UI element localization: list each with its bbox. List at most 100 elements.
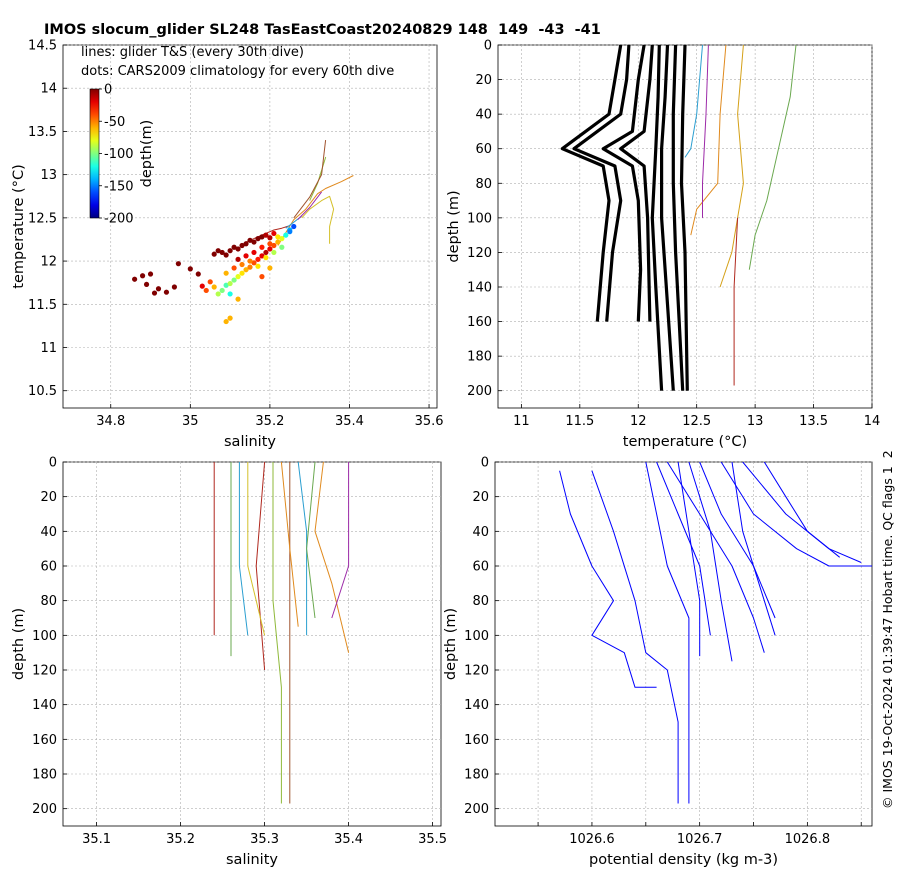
climatology-point <box>263 249 269 256</box>
climatology-point <box>255 236 261 242</box>
plot-area <box>213 462 350 804</box>
glider-trace <box>684 45 703 158</box>
y-tick-label: 12.5 <box>28 211 57 226</box>
y-tick-label: 100 <box>467 211 492 226</box>
y-tick-label: 0 <box>49 456 57 471</box>
y-tick-label: 140 <box>32 698 57 713</box>
climatology-profile <box>659 45 675 391</box>
climatology-point <box>175 261 181 267</box>
glider-trace <box>763 462 841 558</box>
colorbar-tick-label: -200 <box>104 212 134 227</box>
glider-trace <box>247 462 266 636</box>
glider-trace <box>331 462 350 619</box>
climatology-profile <box>619 45 654 322</box>
climatology-point <box>223 282 229 288</box>
climatology-point <box>251 260 257 266</box>
climatology-point <box>215 248 221 254</box>
climatology-point <box>231 277 237 283</box>
y-tick-label: 140 <box>464 698 489 713</box>
glider-trace <box>277 175 354 246</box>
y-tick-label: 60 <box>475 142 492 157</box>
y-tick-label: 40 <box>472 525 489 540</box>
x-tick-label: 13 <box>747 414 764 429</box>
x-tick-label: 35 <box>182 414 199 429</box>
climatology-point <box>251 239 257 245</box>
glider-trace <box>297 191 322 220</box>
annotation-text: lines: glider T&S (every 30th dive) <box>81 45 304 60</box>
x-tick-label: 35.4 <box>334 832 363 847</box>
climatology-point <box>139 273 146 279</box>
y-tick-label: 80 <box>475 177 492 192</box>
y-tick-label: 80 <box>472 594 489 609</box>
x-tick-label: 35.3 <box>250 832 279 847</box>
glider-trace <box>306 462 316 619</box>
climatology-profile <box>679 45 689 391</box>
climatology-point <box>239 261 245 268</box>
glider-trace <box>301 195 335 244</box>
climatology-point <box>223 270 229 276</box>
chart-sal_depth: 35.1 35.2 35.3 35.4 35.5 0 20 40 60 80 100 120 140 16… <box>11 456 447 869</box>
y-tick-label: 20 <box>472 490 489 505</box>
climatology-point <box>207 279 213 285</box>
y-tick-label: 14.5 <box>28 39 57 54</box>
glider-trace <box>748 45 797 270</box>
climatology-point <box>271 242 277 249</box>
climatology-point <box>263 232 269 238</box>
x-tick-label: 35.2 <box>255 414 284 429</box>
glider-trace <box>733 217 739 386</box>
y-tick-label: 12 <box>40 255 57 270</box>
climatology-point <box>235 274 241 280</box>
y-tick-label: 20 <box>475 73 492 88</box>
x-axis-label: salinity <box>224 434 276 450</box>
climatology-point <box>211 284 217 290</box>
climatology-point <box>259 244 265 250</box>
climatology-point <box>219 287 225 294</box>
climatology-point <box>259 274 265 280</box>
plot-frame <box>494 461 873 827</box>
glider-trace <box>591 470 679 804</box>
glider-trace <box>645 462 690 804</box>
climatology-point <box>203 287 209 294</box>
y-tick-label: 120 <box>464 664 489 679</box>
climatology-point <box>267 241 273 247</box>
climatology-point <box>151 290 158 296</box>
climatology-point <box>267 235 273 241</box>
climatology-point <box>227 248 233 254</box>
y-tick-label: 100 <box>32 629 57 644</box>
chart-dens_depth: 1026.6 1026.7 1026.8 0 20 40 60 80 100 120 140 160 1… <box>443 456 873 868</box>
climatology-point <box>243 241 249 247</box>
climatology-point <box>275 239 281 245</box>
y-tick-label: 100 <box>464 629 489 644</box>
y-tick-label: 11.5 <box>28 298 57 313</box>
climatology-point <box>235 296 241 302</box>
x-tick-label: 1026.8 <box>785 832 831 847</box>
glider-trace <box>677 462 701 657</box>
climatology-point <box>199 283 205 289</box>
climatology-profile <box>601 45 646 322</box>
glider-trace <box>731 462 776 636</box>
y-tick-label: 160 <box>464 733 489 748</box>
y-tick-label: 160 <box>32 733 57 748</box>
y-tick-label: 14 <box>40 82 57 97</box>
climatology-point <box>187 266 193 272</box>
climatology-point <box>259 253 265 259</box>
x-tick-label: 13.5 <box>799 414 828 429</box>
climatology-point <box>259 234 265 240</box>
x-axis-label: potential density (kg m-3) <box>589 852 778 868</box>
climatology-point <box>255 256 261 262</box>
glider-trace <box>720 462 872 567</box>
climatology-point <box>279 244 285 250</box>
colorbar <box>89 88 100 219</box>
plot-frame <box>62 461 442 827</box>
x-tick-label: 34.8 <box>96 414 125 429</box>
glider-trace <box>314 462 350 653</box>
climatology-point <box>227 280 233 287</box>
x-tick-label: 35.6 <box>415 414 444 429</box>
climatology-point <box>275 234 281 240</box>
climatology-point <box>171 284 178 290</box>
colorbar-tick-label: -100 <box>104 147 134 162</box>
climatology-point <box>147 271 154 277</box>
climatology-point <box>291 223 297 230</box>
y-tick-label: 13 <box>40 168 57 183</box>
